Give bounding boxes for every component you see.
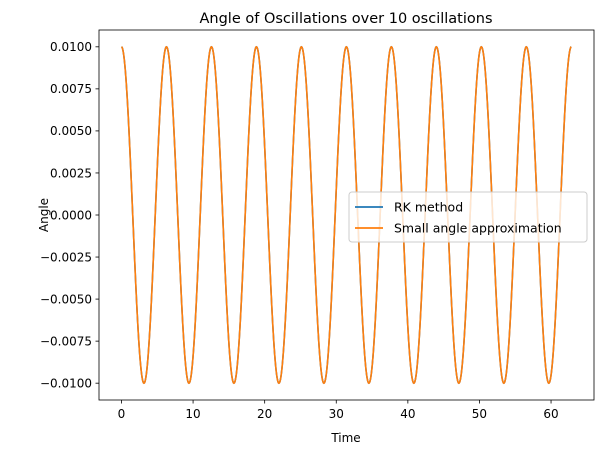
series-line-small-angle [121,45,572,385]
chart-title: Angle of Oscillations over 10 oscillatio… [199,11,492,27]
x-tick-label: 60 [543,407,558,421]
y-tick-label: 0.0075 [50,82,92,96]
x-tick-label: 0 [118,407,126,421]
x-tick-label: 50 [472,407,487,421]
x-tick-label: 40 [400,407,415,421]
legend-label: RK method [394,200,463,215]
y-axis: 0.0100 0.0075 0.0050 0.0025 0.0000 −0.0025 −0.… [40,40,99,390]
y-tick-label: 0.0000 [50,208,92,222]
y-tick-label: −0.0050 [40,292,92,306]
y-tick-label: −0.0025 [40,250,92,264]
legend-label: Small angle approximation [394,221,562,236]
plot-area [121,45,572,385]
x-axis-label: Time [330,431,360,445]
y-tick-label: 0.0050 [50,124,92,138]
y-tick-label: 0.0100 [50,40,92,54]
x-tick-label: 10 [185,407,200,421]
x-tick-label: 30 [329,407,344,421]
y-tick-label: −0.0100 [40,376,92,390]
x-axis: 0 10 20 30 40 50 60 [118,400,559,421]
y-axis-label: Angle [37,198,51,232]
y-tick-label: −0.0075 [40,334,92,348]
x-tick-label: 20 [257,407,272,421]
legend-box [348,191,588,243]
legend: RK method Small angle approximation [348,191,588,243]
y-tick-label: 0.0025 [50,166,92,180]
